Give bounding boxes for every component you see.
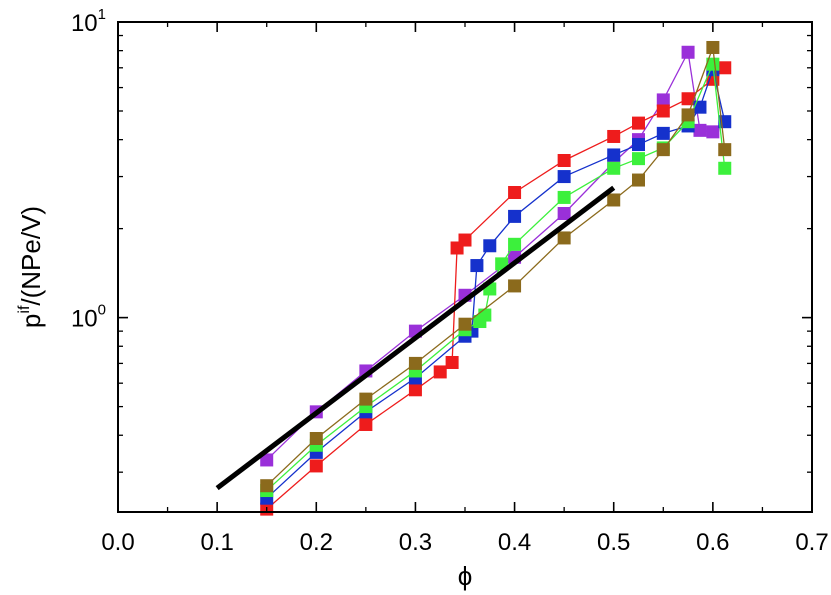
series-point (718, 161, 732, 175)
x-tick-label: 0.1 (200, 529, 233, 556)
series-point (483, 239, 497, 253)
series-point (309, 459, 323, 473)
series-point (508, 237, 522, 251)
series-point (632, 116, 645, 130)
series-point (607, 129, 621, 143)
series-1 (260, 61, 732, 516)
series-point (508, 209, 522, 223)
series-point (718, 143, 732, 157)
y-axis-title: pif/(NPe/V) (16, 206, 46, 328)
ticks-layer (117, 21, 813, 512)
series-point (508, 186, 522, 199)
series-point (681, 45, 695, 59)
series-point (607, 148, 621, 162)
plot-frame (117, 21, 813, 513)
series-point (656, 143, 670, 157)
series-point (260, 479, 274, 493)
x-tick-label: 0.5 (597, 529, 630, 556)
y-tick-label: 101 (71, 6, 106, 37)
x-tick-label: 0.3 (399, 529, 432, 556)
series-point (309, 432, 323, 445)
series-point (508, 279, 522, 293)
series-line (266, 67, 726, 510)
series-point (693, 100, 707, 114)
series-point (359, 392, 373, 406)
x-tick-label: 0.2 (300, 529, 333, 556)
series-point (557, 154, 571, 167)
series-point (478, 308, 492, 322)
series-point (693, 123, 707, 137)
series-point (458, 317, 472, 331)
series-point (557, 190, 571, 204)
x-tick-label: 0.6 (696, 529, 729, 556)
series-point (706, 57, 720, 71)
x-tick-label: 0.4 (498, 529, 531, 556)
series-point (718, 61, 732, 75)
series-point (632, 173, 645, 187)
x-axis-title: ϕ (458, 561, 473, 591)
axis-titles-layer: ϕ pif/(NPe/V) (16, 206, 472, 591)
series-point (408, 383, 422, 397)
reference-line (215, 185, 616, 491)
series-point (706, 125, 720, 139)
tick-labels-layer: 0.0 0.1 0.2 0.3 0.4 0.5 0.6 0.7 100 101 (71, 6, 829, 556)
series-point (632, 138, 645, 152)
series-point (359, 417, 373, 431)
y-tick-label: 100 (71, 302, 106, 333)
series-4 (260, 40, 732, 493)
series-point (607, 193, 621, 207)
series-point (458, 233, 472, 247)
series-point (656, 126, 670, 140)
series-point (681, 108, 695, 122)
series-point (656, 104, 670, 118)
series-point (433, 365, 447, 379)
x-tick-label: 0.0 (101, 529, 134, 556)
series-point (408, 356, 422, 370)
series-point (656, 93, 670, 107)
series-point (557, 170, 571, 184)
series-point (470, 259, 484, 273)
series-point (557, 207, 571, 220)
reference-line-layer (215, 185, 616, 491)
series-point (445, 355, 459, 369)
series-point (706, 40, 720, 54)
x-tick-label: 0.7 (795, 529, 828, 556)
series-point (607, 161, 621, 175)
series-point (557, 231, 571, 245)
series-layer (260, 40, 732, 516)
series-point (681, 92, 695, 106)
series-point (632, 152, 645, 166)
series-point (260, 453, 274, 467)
